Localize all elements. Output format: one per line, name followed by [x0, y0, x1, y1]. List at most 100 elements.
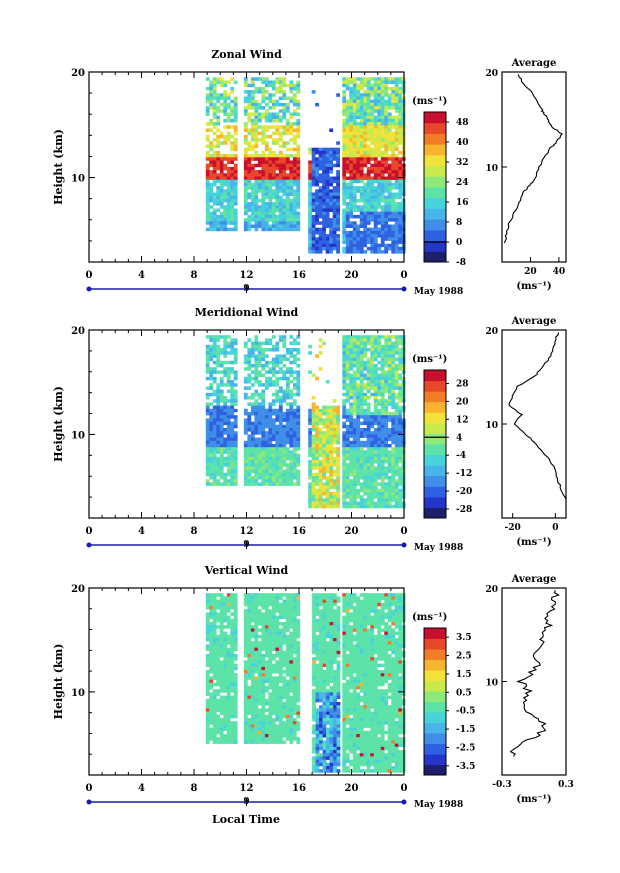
heatmap-cell: [261, 450, 266, 454]
heatmap-cell: [342, 90, 347, 94]
heatmap-cell: [329, 428, 333, 432]
heatmap-cell: [243, 192, 248, 196]
heatmap-cell: [345, 450, 350, 454]
heatmap-cell: [230, 695, 235, 700]
heatmap-cell: [285, 192, 290, 196]
heatmap-cell: [219, 351, 224, 355]
heatmap-cell: [230, 456, 235, 461]
heatmap-cell: [336, 182, 340, 187]
heatmap-cell: [356, 150, 361, 155]
heatmap-cell: [275, 198, 280, 203]
heatmap-cell: [398, 408, 403, 413]
heatmap-cell: [292, 444, 297, 448]
heatmap-cell: [230, 380, 235, 384]
heatmap-cell: [243, 109, 248, 113]
average-x-tick-label: -20: [505, 523, 521, 533]
heatmap-cell: [254, 205, 259, 209]
heatmap-cell: [349, 376, 354, 381]
heatmap-cell: [352, 173, 357, 177]
heatmap-cell: [285, 118, 290, 123]
heatmap-cell: [394, 182, 399, 187]
heatmap-cell: [352, 208, 357, 212]
heatmap-cell: [332, 501, 337, 506]
heatmap-cell: [366, 424, 371, 429]
heatmap-cell: [243, 428, 248, 432]
heatmap-cell: [366, 504, 371, 509]
heatmap-cell: [230, 118, 235, 123]
heatmap-cell: [359, 218, 364, 222]
heatmap-cell: [261, 195, 266, 200]
colorbar-segment: [424, 122, 446, 134]
heatmap-cell: [268, 150, 273, 155]
heatmap-cell: [387, 102, 392, 107]
heatmap-cell: [254, 405, 259, 410]
heatmap-cell: [216, 606, 221, 610]
heatmap-cell: [349, 418, 354, 422]
colorbar-tick-label: 48: [456, 118, 469, 128]
heatmap-cell: [247, 364, 252, 368]
heatmap-cell: [352, 460, 357, 464]
heatmap-cell: [230, 657, 235, 661]
heatmap-cell: [243, 730, 248, 735]
heatmap-cell: [370, 240, 375, 244]
heatmap-cell: [233, 383, 238, 387]
heatmap-cell: [315, 456, 319, 461]
heatmap-cell: [325, 485, 330, 490]
heatmap-cell: [209, 428, 214, 432]
heatmap-cell: [345, 418, 350, 422]
heatmap-cell: [243, 96, 248, 100]
heatmap-cell: [285, 96, 290, 100]
heatmap-cell: [311, 405, 316, 410]
heatmap-cell: [342, 482, 347, 486]
heatmap-cell: [398, 160, 403, 164]
heatmap-cell: [318, 221, 323, 225]
heatmap-cell: [336, 163, 340, 168]
heatmap-cell: [373, 504, 378, 509]
heatmap-cell: [342, 227, 347, 232]
heatmap-cell: [380, 96, 385, 100]
heatmap-cell: [233, 444, 238, 448]
heatmap-cell: [345, 240, 350, 244]
heatmap-cell: [352, 112, 357, 116]
heatmap-cell: [373, 469, 378, 474]
heatmap-cell: [370, 482, 375, 486]
heatmap-cell: [247, 373, 252, 378]
heatmap-cell: [223, 428, 228, 432]
heatmap-cell: [264, 125, 269, 129]
heatmap-cell: [380, 386, 385, 390]
heatmap-cell: [356, 224, 361, 228]
heatmap-cell: [254, 115, 259, 120]
heatmap-cell: [356, 479, 361, 483]
heatmap-cell: [356, 179, 361, 184]
colorbar-segment: [424, 401, 446, 413]
heatmap-cell: [285, 463, 290, 467]
heatmap-cell: [349, 86, 354, 91]
heatmap-cell: [264, 447, 269, 451]
heatmap-cell: [391, 93, 396, 97]
heatmap-cell: [329, 466, 333, 470]
heatmap-cell: [278, 469, 283, 474]
heatmap-cell: [233, 622, 238, 626]
heatmap-cell: [271, 380, 276, 384]
heatmap-cell: [352, 224, 357, 228]
heatmap-cell: [257, 360, 262, 365]
heatmap-cell: [387, 373, 392, 378]
heatmap-cell: [212, 628, 217, 632]
heatmap-cell: [398, 424, 403, 429]
heatmap-cell: [356, 214, 361, 219]
heatmap-cell: [285, 396, 290, 400]
heatmap-cell: [359, 341, 364, 346]
heatmap-cell: [209, 447, 214, 451]
heatmap-cell: [329, 166, 333, 171]
heatmap-cell: [233, 227, 238, 232]
heatmap-cell: [209, 466, 214, 470]
heatmap-cell: [282, 370, 287, 374]
colorbar-segment: [424, 391, 446, 403]
heatmap-cell: [336, 208, 340, 212]
heatmap-cell: [216, 673, 221, 677]
heatmap-cell: [212, 666, 217, 671]
heatmap-cell: [226, 115, 231, 120]
heatmap-cell: [216, 198, 221, 203]
heatmap-cell: [394, 456, 399, 461]
heatmap-cell: [398, 218, 403, 222]
